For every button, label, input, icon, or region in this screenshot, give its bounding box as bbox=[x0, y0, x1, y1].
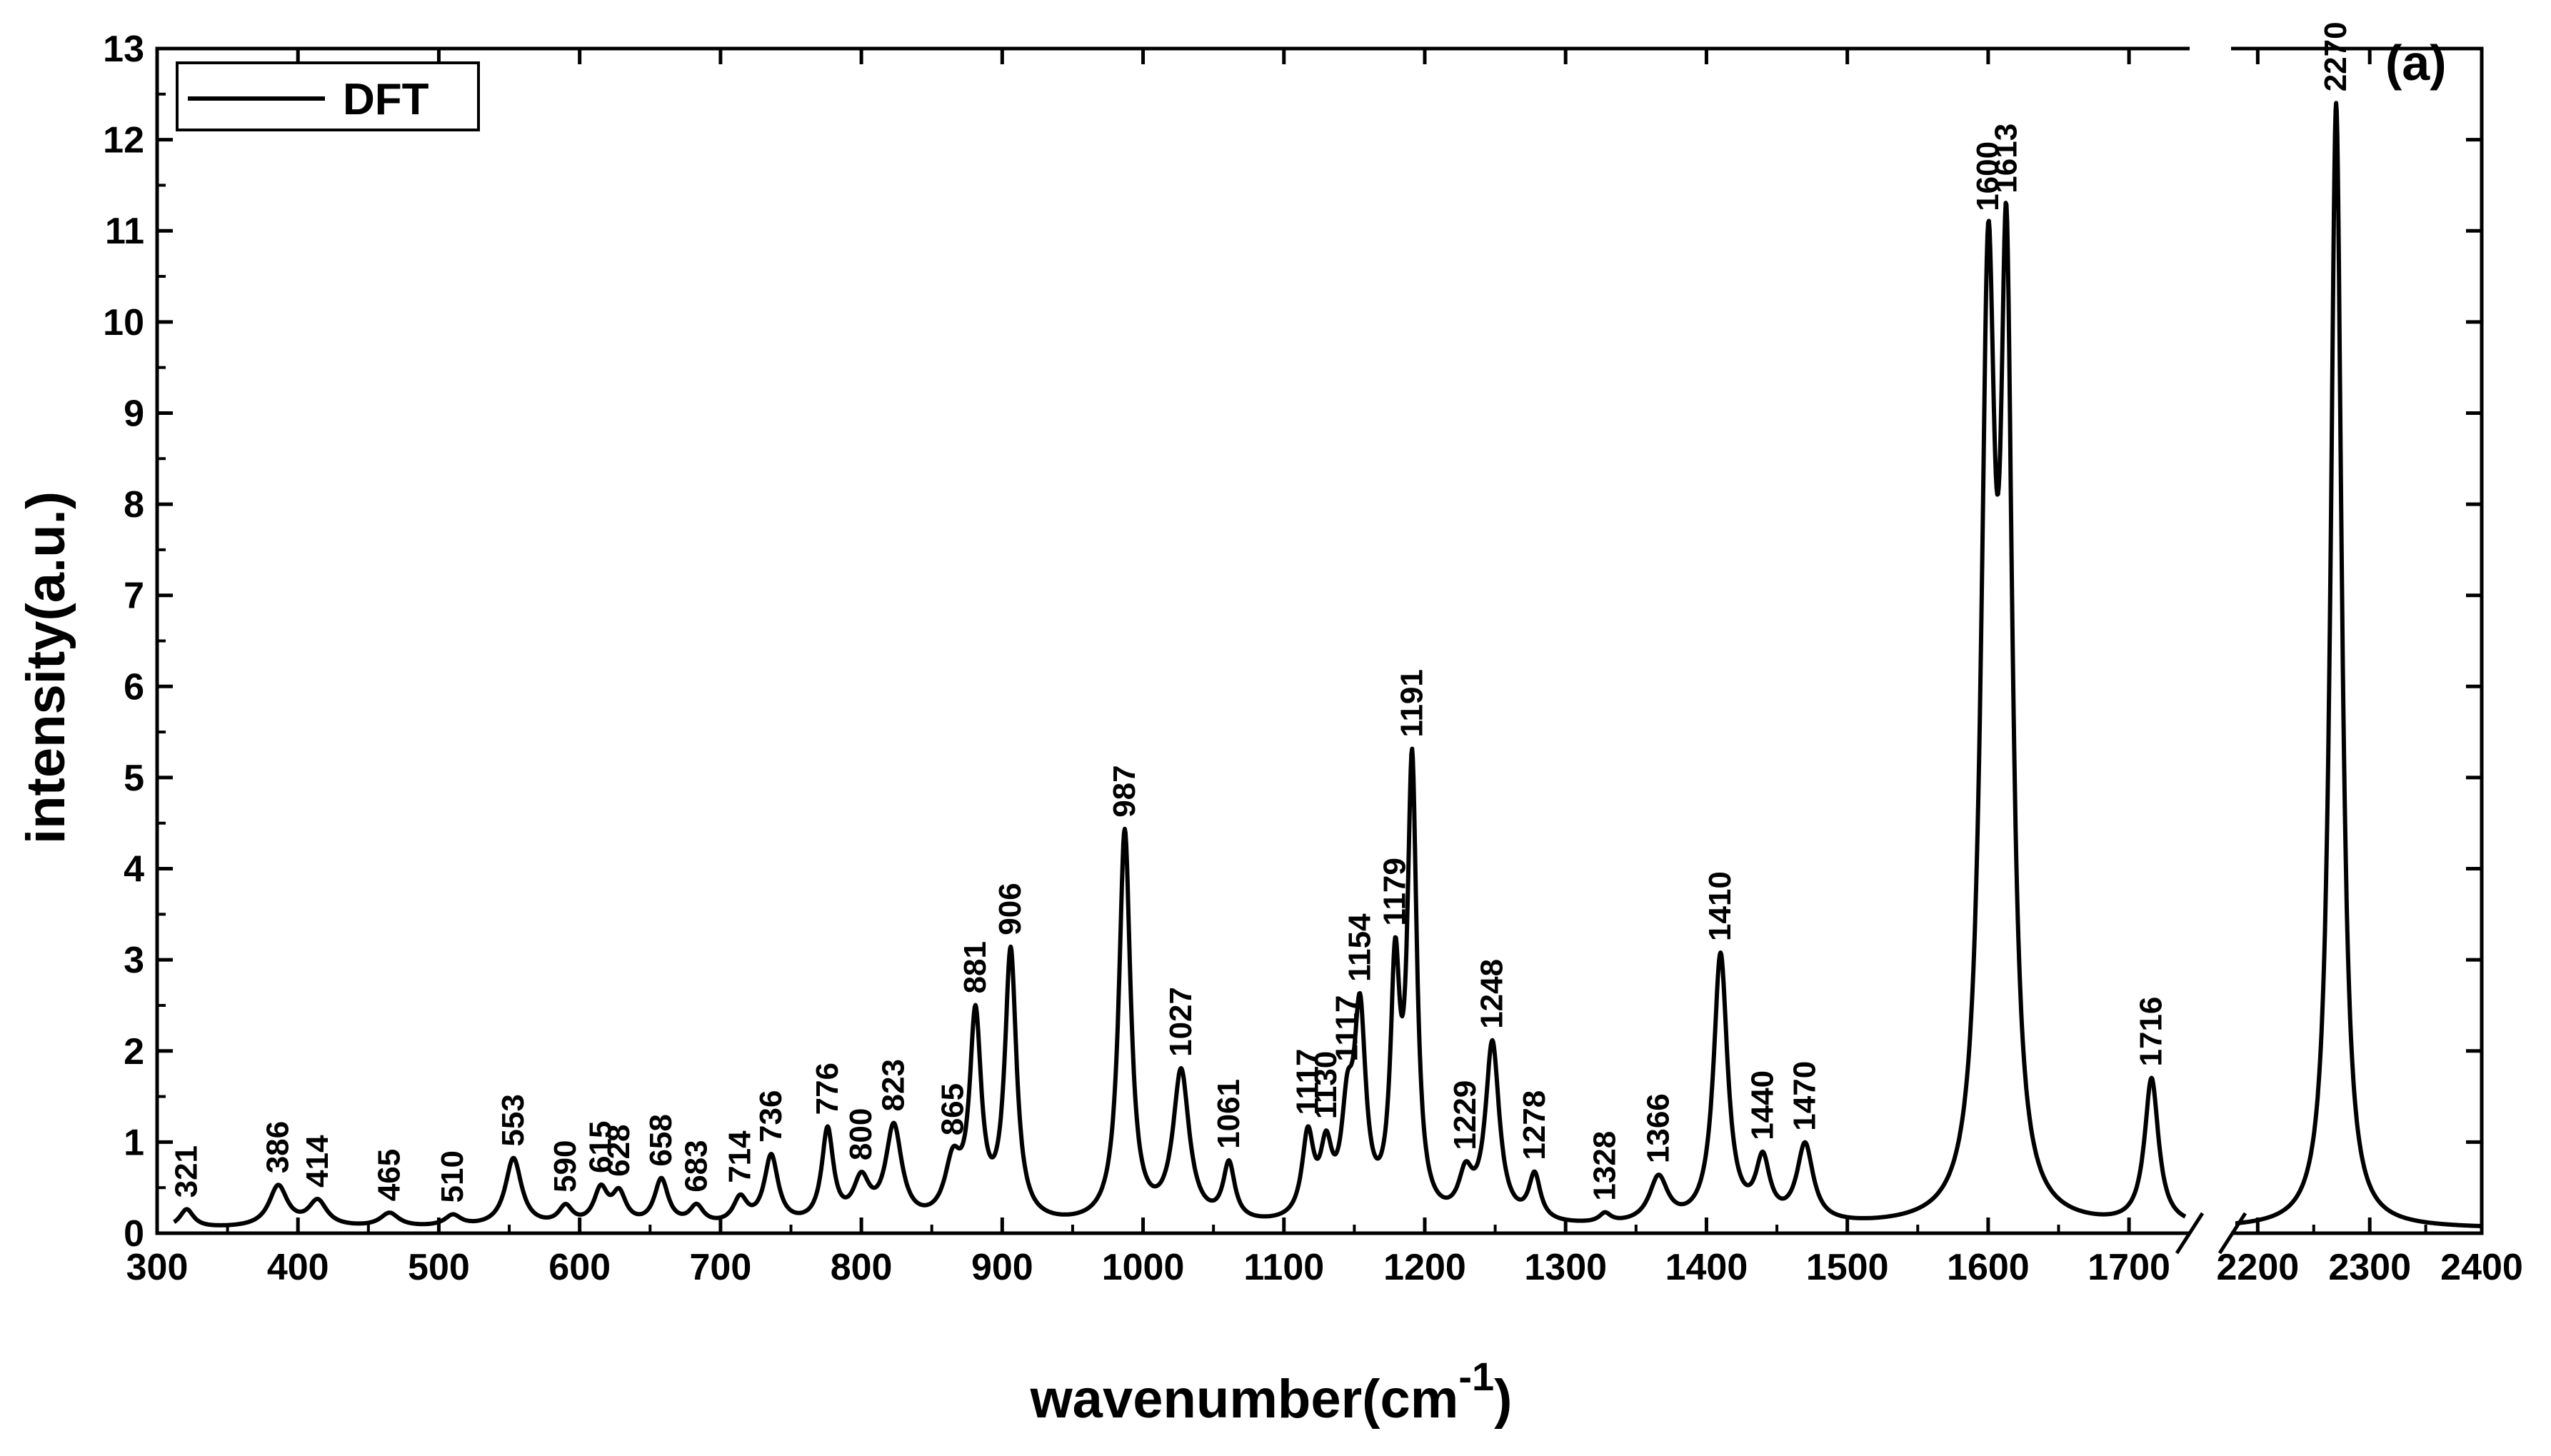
legend-label-dft: DFT bbox=[343, 75, 429, 124]
peak-label: 1130 bbox=[1308, 1051, 1343, 1119]
series-line-dft bbox=[172, 101, 2484, 1228]
y-tick-label: 5 bbox=[124, 758, 144, 799]
peak-label: 2270 bbox=[2318, 21, 2353, 91]
axis-break-gap bbox=[2190, 1226, 2231, 1240]
x-tick-label: 300 bbox=[126, 1247, 189, 1288]
x-axis: 300 400 500 600 700 800 900 1000 1100 1200 1300 140… bbox=[126, 49, 2523, 1288]
y-axis-title: intensity(a.u.) bbox=[16, 491, 76, 844]
legend: DFT bbox=[176, 61, 480, 131]
y-tick-label: 12 bbox=[103, 120, 144, 161]
peak-label: 414 bbox=[300, 1135, 335, 1188]
x-tick-label: 1300 bbox=[1524, 1247, 1607, 1288]
x-tick-label: 800 bbox=[831, 1247, 893, 1288]
y-tick-label: 2 bbox=[124, 1031, 144, 1073]
peak-label: 776 bbox=[810, 1063, 845, 1115]
peak-label: 1278 bbox=[1517, 1090, 1552, 1160]
peak-label: 865 bbox=[935, 1083, 970, 1135]
y-tick-label: 4 bbox=[124, 849, 144, 890]
x-tick-label: 400 bbox=[267, 1247, 329, 1288]
peak-label: 1328 bbox=[1587, 1131, 1622, 1201]
peak-label: 683 bbox=[678, 1140, 713, 1192]
peak-label: 1061 bbox=[1211, 1079, 1246, 1149]
x-tick-label: 2200 bbox=[2217, 1247, 2300, 1288]
peak-label: 1117 bbox=[1290, 1048, 1325, 1115]
peak-label: 714 bbox=[723, 1130, 758, 1183]
peak-label: 1154 bbox=[1342, 913, 1377, 982]
y-tick-label: 8 bbox=[124, 484, 144, 526]
peak-label: 823 bbox=[876, 1059, 911, 1111]
x-tick-label: 1600 bbox=[1947, 1247, 2030, 1288]
y-tick-label: 1 bbox=[124, 1122, 144, 1163]
peak-label: 736 bbox=[753, 1090, 788, 1143]
peak-label: 628 bbox=[601, 1124, 636, 1176]
peak-label: 1248 bbox=[1475, 959, 1510, 1029]
peak-label: 658 bbox=[643, 1114, 678, 1166]
x-tick-label: 600 bbox=[548, 1247, 611, 1288]
peak-label: 1716 bbox=[2134, 997, 2169, 1067]
peak-label: 1600 bbox=[1970, 141, 2005, 211]
y-tick-label: 3 bbox=[124, 940, 144, 981]
peak-label: 1470 bbox=[1788, 1061, 1823, 1131]
peak-label: 1117 bbox=[1330, 995, 1365, 1062]
x-tick-label: 700 bbox=[690, 1247, 752, 1288]
peak-label: 386 bbox=[261, 1121, 296, 1173]
x-tick-label: 1700 bbox=[2088, 1247, 2170, 1288]
x-tick-label: 1500 bbox=[1806, 1247, 1889, 1288]
peak-label: 800 bbox=[843, 1108, 878, 1160]
peak-label: 1191 bbox=[1394, 669, 1429, 737]
axis-break-gap-top bbox=[2190, 41, 2231, 56]
peak-label: 987 bbox=[1107, 765, 1142, 817]
peak-label: 1366 bbox=[1640, 1093, 1675, 1163]
panel-label: (a) bbox=[2385, 35, 2447, 91]
peak-label: 321 bbox=[169, 1145, 204, 1198]
peak-label: 1179 bbox=[1378, 858, 1413, 925]
axis-break-marks bbox=[2175, 41, 2247, 1255]
x-axis-title: wavenumber(cm-1) bbox=[1030, 1354, 1513, 1430]
x-tick-label: 500 bbox=[408, 1247, 470, 1288]
peak-label: 510 bbox=[435, 1150, 470, 1203]
x-tick-label: 2300 bbox=[2328, 1247, 2411, 1288]
peak-label: 881 bbox=[958, 941, 993, 993]
y-tick-label: 10 bbox=[103, 302, 144, 343]
peak-label: 590 bbox=[548, 1140, 583, 1193]
peak-label: 906 bbox=[993, 883, 1028, 935]
x-tick-label: 2400 bbox=[2440, 1247, 2523, 1288]
peak-label: 553 bbox=[496, 1094, 531, 1146]
peak-label: 1027 bbox=[1163, 987, 1198, 1057]
peak-label: 1613 bbox=[1989, 124, 2024, 194]
peak-label: 615 bbox=[583, 1121, 618, 1173]
x-tick-label: 1100 bbox=[1243, 1247, 1324, 1288]
peak-label: 465 bbox=[371, 1149, 406, 1201]
y-tick-label: 11 bbox=[105, 211, 144, 252]
peak-label: 1440 bbox=[1745, 1070, 1780, 1140]
y-tick-label: 0 bbox=[124, 1213, 144, 1255]
axis-break-slash bbox=[2217, 1212, 2247, 1255]
y-tick-label: 13 bbox=[103, 29, 144, 70]
x-tick-label: 1400 bbox=[1665, 1247, 1748, 1288]
peak-label: 1410 bbox=[1703, 871, 1738, 941]
peak-label: 1229 bbox=[1448, 1080, 1483, 1150]
x-tick-label: 1000 bbox=[1102, 1247, 1185, 1288]
y-tick-label: 7 bbox=[124, 576, 144, 617]
axis-break-slash bbox=[2175, 1212, 2205, 1255]
y-tick-label: 6 bbox=[124, 666, 144, 708]
x-tick-label: 900 bbox=[971, 1247, 1033, 1288]
y-tick-label: 9 bbox=[124, 393, 144, 434]
x-tick-label: 1200 bbox=[1383, 1247, 1466, 1288]
